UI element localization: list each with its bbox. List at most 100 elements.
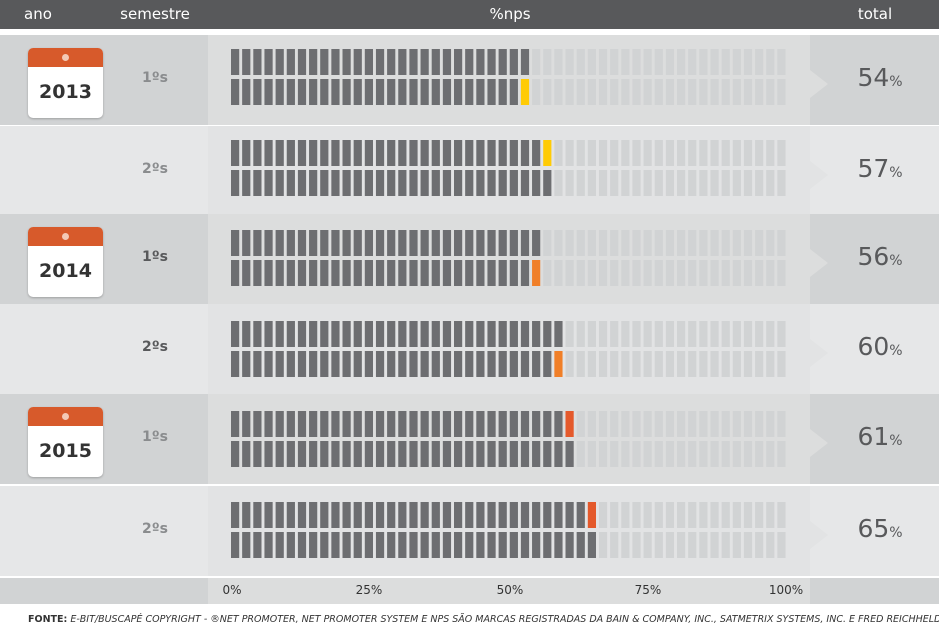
empty-cell	[721, 441, 730, 467]
empty-cell	[554, 260, 563, 286]
filled-cell	[476, 351, 485, 377]
empty-cell	[766, 502, 775, 528]
filled-cell	[253, 321, 262, 347]
filled-cell	[543, 502, 552, 528]
filled-cell	[532, 502, 541, 528]
calendar-year: 2015	[39, 440, 92, 462]
empty-cell	[632, 532, 641, 558]
empty-cell	[732, 441, 741, 467]
empty-cell	[699, 140, 708, 166]
semester-label: 2ºs	[142, 339, 168, 355]
filled-cell	[331, 170, 340, 196]
filled-cell	[342, 260, 351, 286]
filled-cell	[554, 502, 563, 528]
empty-cell	[598, 49, 608, 75]
empty-cell	[743, 321, 753, 347]
empty-cell	[610, 321, 619, 347]
empty-cell	[665, 140, 675, 166]
empty-cell	[699, 170, 708, 196]
empty-cell	[743, 49, 753, 75]
filled-cell	[442, 140, 452, 166]
empty-cell	[755, 532, 764, 558]
empty-cell	[710, 49, 719, 75]
filled-cell	[532, 441, 541, 467]
filled-cell	[454, 170, 463, 196]
filled-cell	[286, 49, 295, 75]
filled-cell	[465, 441, 474, 467]
filled-cell	[387, 502, 396, 528]
filled-cell	[442, 260, 452, 286]
filled-cell	[331, 230, 340, 256]
empty-cell	[610, 441, 619, 467]
filled-cell	[554, 441, 563, 467]
filled-cell	[442, 441, 452, 467]
arrow-pointer	[810, 161, 828, 189]
empty-cell	[732, 411, 741, 437]
total-value: 54%	[830, 63, 930, 92]
empty-cell	[654, 260, 663, 286]
filled-cell	[375, 351, 385, 377]
filled-cell	[398, 140, 407, 166]
filled-cell	[264, 351, 273, 377]
empty-cell	[576, 170, 585, 196]
filled-cell	[543, 532, 552, 558]
arrow-pointer	[810, 339, 828, 367]
filled-cell	[487, 140, 496, 166]
filled-cell	[242, 170, 251, 196]
empty-cell	[610, 502, 619, 528]
arrow-pointer	[810, 70, 828, 98]
bar-background	[208, 126, 810, 216]
empty-cell	[621, 502, 630, 528]
empty-cell	[665, 441, 675, 467]
empty-cell	[543, 260, 552, 286]
filled-cell	[398, 441, 407, 467]
filled-cell	[454, 49, 463, 75]
filled-cell	[353, 532, 362, 558]
empty-cell	[654, 49, 663, 75]
empty-cell	[665, 502, 675, 528]
filled-cell	[398, 532, 407, 558]
total-percent: %	[889, 343, 903, 359]
empty-cell	[610, 79, 619, 105]
filled-cell	[442, 170, 452, 196]
filled-cell	[465, 170, 474, 196]
calendar-ring	[62, 233, 69, 240]
filled-cell	[454, 79, 463, 105]
filled-cell	[543, 170, 552, 196]
filled-cell	[420, 260, 429, 286]
calendar-icon: 2014	[28, 227, 103, 297]
filled-cell	[242, 79, 251, 105]
filled-cell	[286, 230, 295, 256]
filled-cell	[387, 79, 396, 105]
empty-cell	[598, 230, 608, 256]
filled-cell	[331, 321, 340, 347]
empty-cell	[621, 441, 630, 467]
empty-cell	[632, 351, 641, 377]
empty-cell	[721, 170, 730, 196]
filled-cell	[286, 441, 295, 467]
empty-cell	[610, 170, 619, 196]
empty-cell	[688, 441, 697, 467]
filled-cell	[331, 411, 340, 437]
empty-cell	[554, 140, 563, 166]
filled-cell	[297, 79, 307, 105]
empty-cell	[743, 230, 753, 256]
empty-cell	[654, 230, 663, 256]
empty-cell	[565, 79, 574, 105]
filled-cell	[498, 351, 507, 377]
filled-cell	[253, 79, 262, 105]
empty-cell	[610, 532, 619, 558]
bar-background	[208, 35, 810, 125]
filled-cell	[353, 49, 362, 75]
filled-cell	[297, 441, 307, 467]
filled-cell	[231, 79, 240, 105]
calendar-year: 2013	[39, 81, 92, 103]
bar-background	[208, 304, 810, 394]
empty-cell	[565, 230, 574, 256]
empty-cell	[654, 140, 663, 166]
arrow-pointer	[810, 429, 828, 457]
empty-cell	[721, 502, 730, 528]
empty-cell	[565, 170, 574, 196]
filled-cell	[364, 79, 373, 105]
filled-cell	[320, 140, 329, 166]
